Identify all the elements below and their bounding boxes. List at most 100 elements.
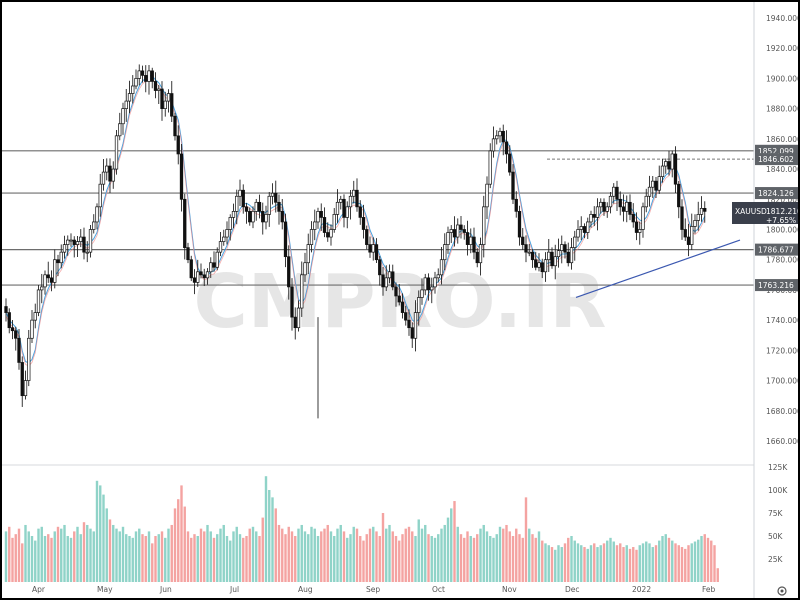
settings-gear-icon[interactable] (777, 586, 787, 596)
candle-body[interactable] (66, 239, 70, 245)
candle-body[interactable] (498, 130, 502, 137)
candle-body[interactable] (244, 206, 249, 212)
candle-body[interactable] (621, 206, 626, 212)
candle-body[interactable] (673, 153, 678, 185)
candle-body[interactable] (27, 337, 31, 381)
candle-body[interactable] (222, 236, 226, 242)
candle-body[interactable] (127, 93, 132, 102)
candle-body[interactable] (547, 251, 551, 261)
candle-body[interactable] (439, 259, 444, 276)
candle-body[interactable] (690, 226, 694, 245)
candle-body[interactable] (212, 262, 216, 268)
candle-body[interactable] (391, 271, 395, 288)
trend-line[interactable] (575, 239, 741, 299)
candle-body[interactable] (586, 221, 590, 233)
candle-body[interactable] (563, 244, 567, 253)
candle-body[interactable] (407, 319, 411, 329)
candle-body[interactable] (257, 201, 262, 212)
candle-body[interactable] (293, 316, 297, 329)
candle-body[interactable] (404, 312, 408, 321)
candle-body[interactable] (225, 229, 229, 238)
candle-body[interactable] (283, 221, 288, 258)
candle-body[interactable] (368, 244, 372, 253)
candle-body[interactable] (576, 229, 580, 238)
candle-body[interactable] (179, 153, 184, 200)
candle-body[interactable] (140, 70, 145, 76)
candle-body[interactable] (537, 262, 541, 268)
candle-body[interactable] (228, 217, 232, 230)
candle-body[interactable] (287, 256, 291, 288)
candle-body[interactable] (261, 211, 265, 223)
candle-body[interactable] (699, 208, 704, 215)
candle-body[interactable] (313, 221, 317, 230)
candle-body[interactable] (85, 251, 89, 254)
candle-body[interactable] (209, 262, 213, 273)
candle-body[interactable] (235, 195, 239, 212)
candle-body[interactable] (469, 236, 473, 245)
candle-body[interactable] (264, 214, 268, 223)
candle-body[interactable] (4, 306, 8, 313)
candle-body[interactable] (397, 295, 401, 303)
candle-body[interactable] (524, 244, 528, 253)
candle-body[interactable] (101, 171, 106, 185)
candle-body[interactable] (144, 75, 148, 82)
candle-body[interactable] (686, 236, 691, 245)
candle-body[interactable] (183, 198, 187, 248)
candle-body[interactable] (49, 277, 54, 283)
candle-body[interactable] (274, 192, 278, 203)
candle-body[interactable] (345, 206, 349, 218)
candle-body[interactable] (693, 220, 697, 227)
candle-body[interactable] (508, 153, 512, 173)
candle-body[interactable] (173, 115, 177, 137)
candle-body[interactable] (420, 289, 424, 298)
candle-body[interactable] (23, 380, 28, 397)
candle-body[interactable] (108, 165, 112, 182)
candle-body[interactable] (647, 186, 652, 197)
candle-body[interactable] (114, 135, 119, 170)
candle-body[interactable] (17, 337, 21, 363)
candle-body[interactable] (326, 232, 330, 238)
candle-body[interactable] (491, 138, 496, 152)
candle-body[interactable] (153, 81, 158, 91)
candle-body[interactable] (332, 214, 336, 230)
candle-body[interactable] (166, 93, 171, 102)
candle-body[interactable] (111, 168, 115, 182)
candle-body[interactable] (170, 93, 174, 117)
candle-body[interactable] (335, 201, 340, 215)
candle-body[interactable] (342, 198, 346, 218)
candle-body[interactable] (612, 186, 616, 197)
candle-body[interactable] (10, 327, 15, 332)
candle-body[interactable] (413, 312, 418, 339)
candle-body[interactable] (280, 211, 284, 223)
candle-body[interactable] (40, 286, 44, 291)
gear-icon-body[interactable] (777, 586, 787, 596)
candle-body[interactable] (270, 192, 275, 197)
candle-body[interactable] (355, 189, 359, 208)
candle-body[interactable] (53, 259, 57, 283)
candle-body[interactable] (218, 241, 223, 253)
candle-body[interactable] (560, 244, 564, 252)
candle-body[interactable] (251, 211, 255, 223)
candle-body[interactable] (202, 274, 206, 279)
candle-body[interactable] (147, 70, 151, 82)
candle-body[interactable] (95, 206, 99, 223)
candle-body[interactable] (339, 198, 343, 203)
candle-body[interactable] (517, 211, 522, 238)
candle-body[interactable] (361, 217, 366, 230)
candle-body[interactable] (319, 211, 323, 218)
candle-body[interactable] (238, 189, 242, 197)
candle-body[interactable] (124, 100, 128, 109)
candle-body[interactable] (62, 244, 67, 253)
candle-body[interactable] (657, 176, 661, 191)
candle-body[interactable] (199, 271, 203, 276)
candle-body[interactable] (98, 183, 102, 208)
candle-body[interactable] (634, 221, 639, 233)
candle-body[interactable] (475, 251, 479, 264)
candle-body[interactable] (660, 165, 665, 177)
candle-body[interactable] (452, 229, 457, 238)
candle-body[interactable] (417, 297, 421, 313)
candle-body[interactable] (378, 259, 382, 276)
candle-body[interactable] (160, 88, 164, 109)
candle-body[interactable] (592, 214, 596, 218)
